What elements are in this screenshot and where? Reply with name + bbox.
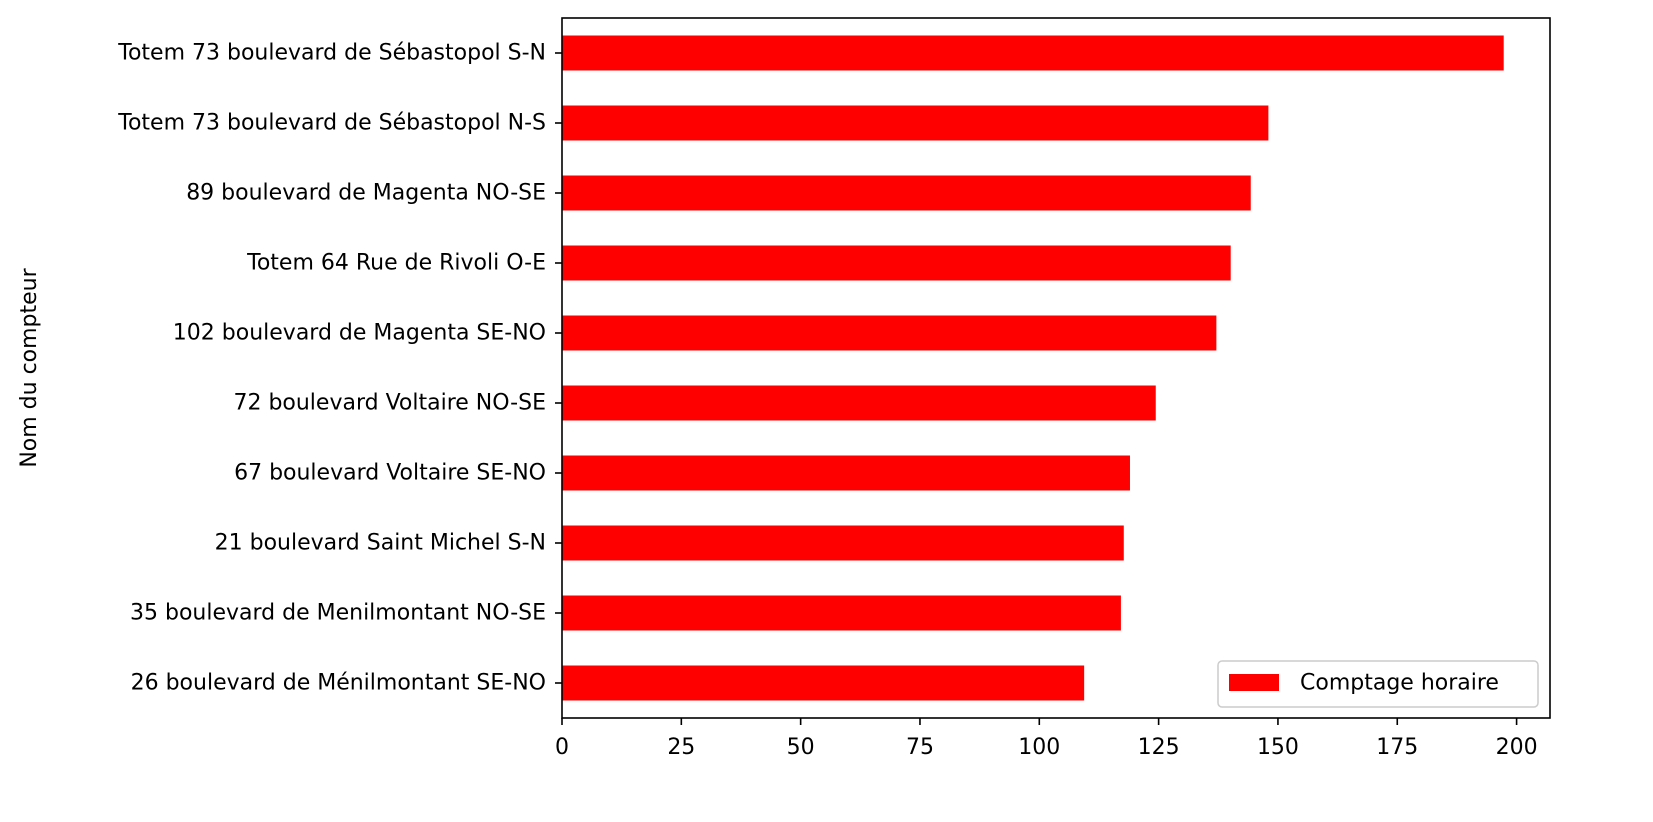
x-axis-ticks: 0 25 50 75 100 125 150 175 200 <box>555 718 1538 760</box>
bar <box>562 245 1231 281</box>
x-tick-label: 200 <box>1496 735 1538 760</box>
y-tick-label: 72 boulevard Voltaire NO-SE <box>233 391 546 416</box>
x-tick-label: 50 <box>787 735 815 760</box>
legend-swatch <box>1229 674 1279 691</box>
y-tick-label: 102 boulevard de Magenta SE-NO <box>173 321 546 346</box>
x-tick-label: 125 <box>1138 735 1180 760</box>
bar <box>562 105 1269 141</box>
x-tick-label: 75 <box>906 735 934 760</box>
y-tick-label: Totem 73 boulevard de Sébastopol N-S <box>117 111 546 136</box>
y-tick-label: Totem 73 boulevard de Sébastopol S-N <box>117 41 546 66</box>
bar <box>562 455 1130 491</box>
y-tick-label: 21 boulevard Saint Michel S-N <box>215 531 546 556</box>
bar <box>562 315 1217 351</box>
y-axis-ticks: Totem 73 boulevard de Sébastopol S-N Tote… <box>117 41 562 696</box>
plot-frame <box>561 17 1551 719</box>
bars-group <box>562 35 1504 701</box>
bar <box>562 175 1251 211</box>
legend-box <box>1217 660 1539 708</box>
bar <box>562 595 1121 631</box>
x-tick-label: 150 <box>1257 735 1299 760</box>
legend: Comptage horaire <box>1217 660 1539 708</box>
x-tick-label: 175 <box>1376 735 1418 760</box>
y-tick-label: Totem 64 Rue de Rivoli O-E <box>246 251 546 276</box>
bar <box>562 525 1124 561</box>
y-tick-label: 26 boulevard de Ménilmontant SE-NO <box>131 671 546 696</box>
x-tick-label: 100 <box>1018 735 1060 760</box>
legend-label: Comptage horaire <box>1300 671 1499 696</box>
x-tick-label: 0 <box>555 735 569 760</box>
y-tick-label: 67 boulevard Voltaire SE-NO <box>234 461 546 486</box>
bar <box>562 35 1504 71</box>
y-tick-label: 89 boulevard de Magenta NO-SE <box>186 181 546 206</box>
y-axis-title: Nom du compteur <box>17 267 42 467</box>
bar <box>562 385 1156 421</box>
y-tick-label: 35 boulevard de Menilmontant NO-SE <box>130 601 546 626</box>
x-tick-label: 25 <box>667 735 695 760</box>
bar <box>562 665 1085 701</box>
